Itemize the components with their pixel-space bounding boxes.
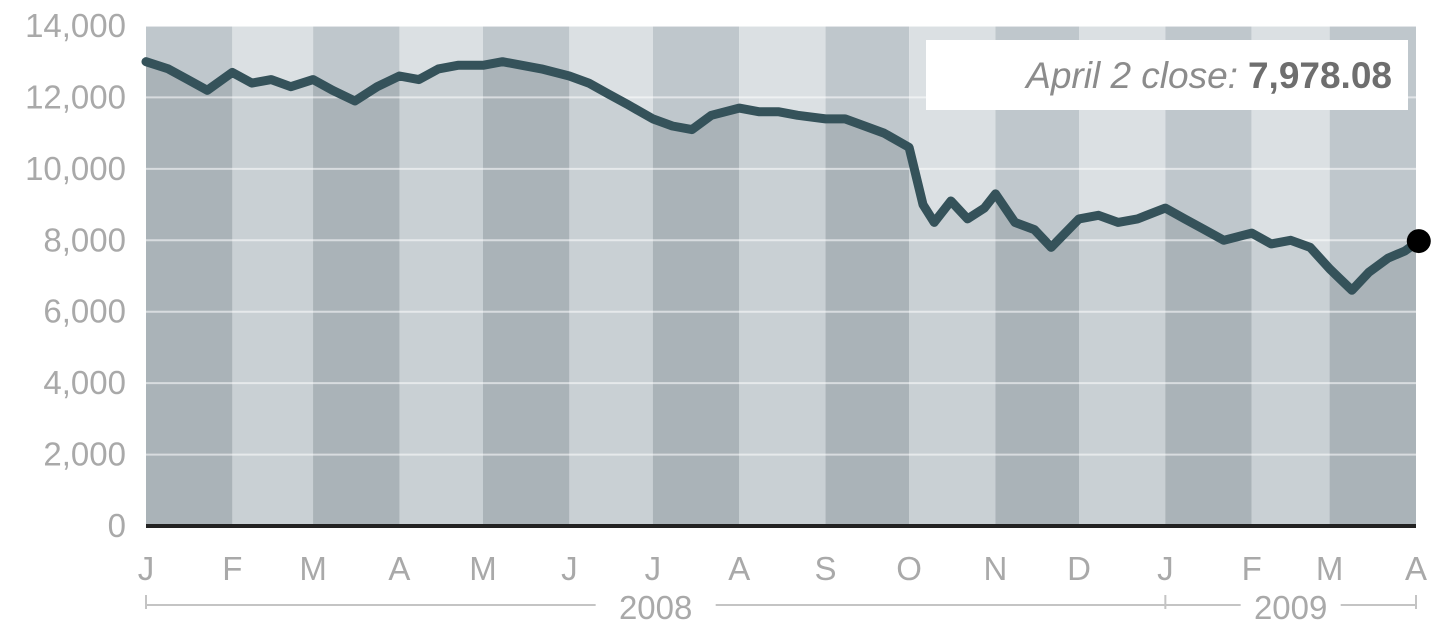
x-tick-label: S: [815, 550, 837, 587]
annotation-value: 7,978.08: [1248, 55, 1392, 96]
x-tick-label: J: [138, 550, 155, 587]
x-tick-label: F: [1242, 550, 1262, 587]
annotation-background: [926, 40, 1408, 110]
month-fill: [739, 61, 826, 526]
y-tick-label: 8,000: [43, 221, 126, 258]
x-tick-label: O: [896, 550, 922, 587]
x-tick-label: A: [728, 550, 750, 587]
month-fill: [482, 61, 570, 526]
annotation-prefix: April 2 close:: [1024, 55, 1238, 96]
svg-text:April 2 close:7,978.08: April 2 close: 7,978.08: [1024, 55, 1392, 96]
year-brackets: 2008 2009: [145, 589, 1417, 626]
month-fill: [569, 61, 653, 526]
series-line-group: [141, 57, 1431, 295]
x-tick-label: A: [1405, 550, 1427, 587]
month-fill: [313, 61, 400, 526]
x-tick-label: M: [469, 550, 497, 587]
series-line: [141, 57, 1424, 295]
x-tick-label: N: [984, 550, 1008, 587]
y-tick-label: 12,000: [25, 78, 126, 115]
month-fill: [146, 61, 233, 526]
x-tick-label: A: [388, 550, 410, 587]
y-tick-label: 10,000: [25, 150, 126, 187]
year-label: 2009: [1254, 589, 1327, 626]
y-tick-label: 6,000: [43, 293, 126, 330]
y-tick-label: 14,000: [25, 7, 126, 44]
x-tick-label: J: [645, 550, 662, 587]
x-tick-label: M: [1316, 550, 1344, 587]
month-fill: [232, 61, 314, 526]
x-tick-label: J: [561, 550, 578, 587]
month-fill: [399, 61, 483, 526]
y-tick-label: 2,000: [43, 436, 126, 473]
x-tick-label: J: [1157, 550, 1174, 587]
x-tick-label: M: [299, 550, 327, 587]
x-tick-label: F: [222, 550, 242, 587]
y-tick-label: 0: [108, 507, 126, 544]
month-fill: [652, 61, 740, 526]
last-close-marker: [1406, 229, 1431, 254]
x-tick-label: D: [1067, 550, 1091, 587]
y-axis-labels: 14,000 12,000 10,000 8,000 6,000 4,000 2,000 0: [25, 7, 126, 544]
year-label: 2008: [619, 589, 692, 626]
y-tick-label: 4,000: [43, 364, 126, 401]
close-annotation: April 2 close: 7,978.08: [926, 40, 1408, 110]
